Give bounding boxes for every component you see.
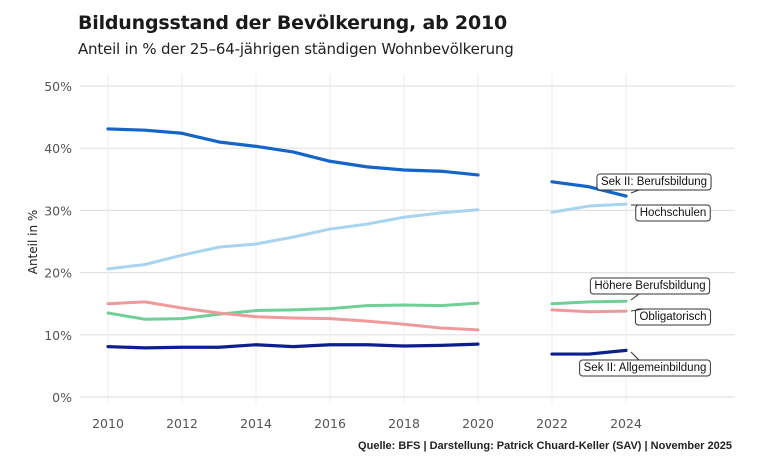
x-tick-label: 2014: [240, 416, 272, 431]
x-tick-label: 2018: [388, 416, 420, 431]
label-leader-line: [630, 351, 640, 361]
series-label-box: [589, 277, 711, 295]
series-labels: Sek II: Berufsbildung Hochschulen Höhere B…: [579, 173, 712, 377]
series-label: Sek II: Allgemeinbildung: [579, 351, 711, 377]
x-tick-label: 2012: [166, 416, 198, 431]
series-label-text: Sek II: Allgemeinbildung: [584, 362, 707, 374]
chart-subtitle: Anteil in % der 25–64-jährigen ständigen…: [78, 40, 514, 58]
series-label: Höhere Berufsbildung: [589, 277, 711, 301]
label-leader-line: [630, 293, 640, 301]
series-line-höhere-berufsbildung: [106, 301, 480, 321]
series-line-sek-ii-berufsbildung: [550, 180, 628, 198]
y-tick-label: 50%: [44, 79, 72, 94]
source-caption: Quelle: BFS | Darstellung: Patrick Chuar…: [358, 440, 732, 452]
x-tick-label: 2024: [610, 416, 642, 431]
series-line-höhere-berufsbildung: [550, 299, 628, 306]
series-label: Obligatorisch: [630, 308, 712, 326]
x-tick-label: 2022: [536, 416, 568, 431]
x-tick-label: 2016: [314, 416, 346, 431]
series-line-sek-ii-allgemeinbildung: [106, 342, 480, 350]
series-line-obligatorisch: [106, 300, 480, 332]
series-label-box: [634, 308, 712, 326]
y-axis-ticks: 0% 10% 20% 30% 40% 50%: [44, 79, 72, 405]
series-line-sek-ii-berufsbildung: [106, 127, 480, 177]
x-axis-ticks: 2010 2012 2014 2016 2018 2020 2022 2024: [92, 416, 642, 431]
series-lines: [106, 127, 628, 356]
y-axis-label: Anteil in %: [26, 210, 40, 275]
series-label-box: [579, 359, 711, 377]
series-label: Sek II: Berufsbildung: [596, 173, 712, 194]
series-line-hochschulen: [106, 208, 480, 271]
series-label-box: [635, 204, 711, 222]
series-label-text: Hochschulen: [640, 207, 706, 219]
series-line-sek-ii-allgemeinbildung: [550, 348, 628, 356]
series-label-text: Sek II: Berufsbildung: [601, 176, 707, 188]
series-label-text: Höhere Berufsbildung: [594, 280, 705, 292]
series-label-text: Obligatorisch: [639, 311, 706, 323]
series-line-obligatorisch: [550, 308, 628, 314]
label-leader-line: [630, 308, 644, 312]
x-tick-label: 2010: [92, 416, 124, 431]
series-label: Hochschulen: [631, 204, 711, 222]
series-label-box: [596, 173, 712, 191]
grid: [80, 74, 735, 403]
series-line-hochschulen: [550, 202, 628, 214]
y-tick-label: 40%: [44, 141, 72, 156]
x-tick-label: 2020: [462, 416, 494, 431]
label-leader-line: [630, 189, 640, 194]
y-tick-label: 20%: [44, 266, 72, 281]
y-tick-label: 30%: [44, 203, 72, 218]
y-tick-label: 10%: [44, 328, 72, 343]
y-tick-label: 0%: [52, 390, 72, 405]
chart-title: Bildungsstand der Bevölkerung, ab 2010: [78, 12, 508, 34]
